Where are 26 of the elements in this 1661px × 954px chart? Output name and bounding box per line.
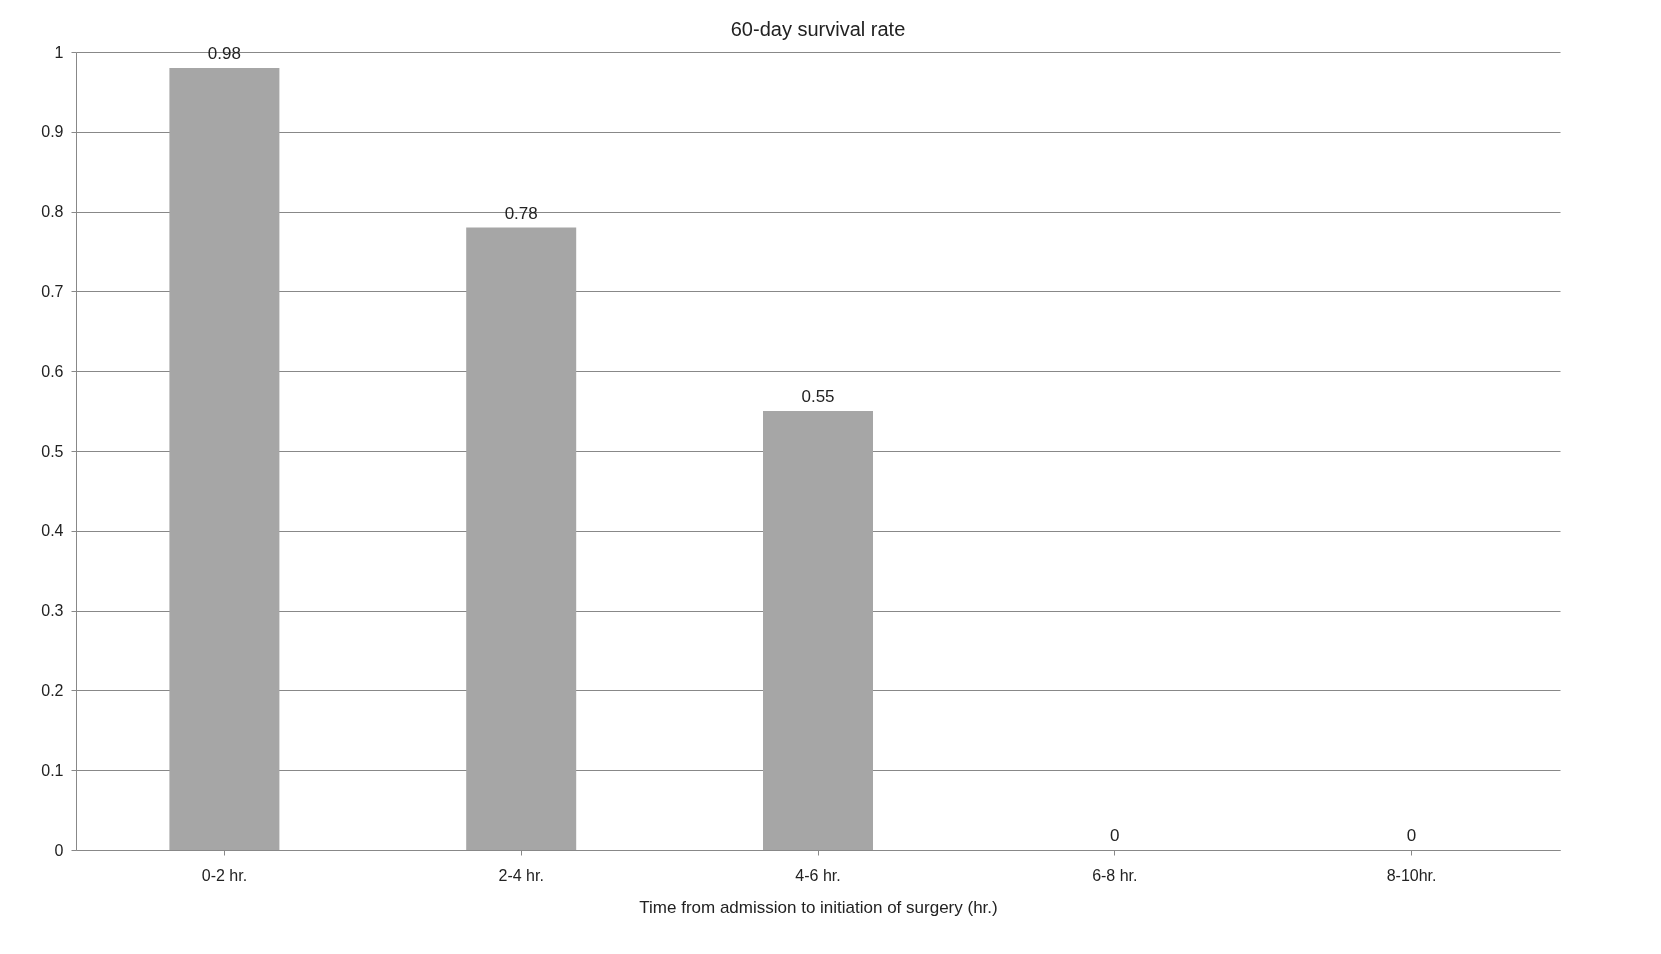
data-label: 0: [1406, 826, 1417, 845]
bar: [763, 411, 873, 850]
x-tick-label: 2-4 hr.: [498, 866, 544, 884]
y-tick-label: 0.9: [41, 123, 64, 141]
y-tick-label: 0.1: [41, 761, 64, 779]
x-tick-label: 8-10hr.: [1386, 866, 1437, 884]
x-tick-label: 0-2 hr.: [201, 866, 248, 884]
bar: [466, 227, 577, 850]
data-label: 0.98: [207, 43, 241, 63]
x-tick-label: 6-8 hr.: [1092, 866, 1138, 884]
y-tick-label: 0.8: [41, 203, 64, 221]
y-tick-label: 1: [54, 43, 64, 61]
y-tick-label: 0.5: [41, 442, 64, 460]
y-tick-label: 0.6: [41, 362, 64, 380]
y-tick-label: 0.2: [41, 681, 64, 699]
data-label: 0.55: [801, 387, 835, 407]
y-tick-label: 0.3: [41, 602, 64, 620]
bar: [169, 67, 280, 850]
x-tick-label: 4-6 hr.: [795, 866, 841, 884]
y-tick-label: 0.4: [41, 522, 64, 540]
data-label: 0: [1110, 826, 1120, 845]
data-label: 0.78: [504, 203, 538, 223]
x-axis-title: Time from admission to initiation of surgery (hr.): [639, 897, 998, 917]
chart-title: 60-day survival rate: [730, 18, 906, 40]
y-tick-label: 0.7: [41, 282, 64, 300]
y-tick-label: 0: [54, 841, 64, 859]
